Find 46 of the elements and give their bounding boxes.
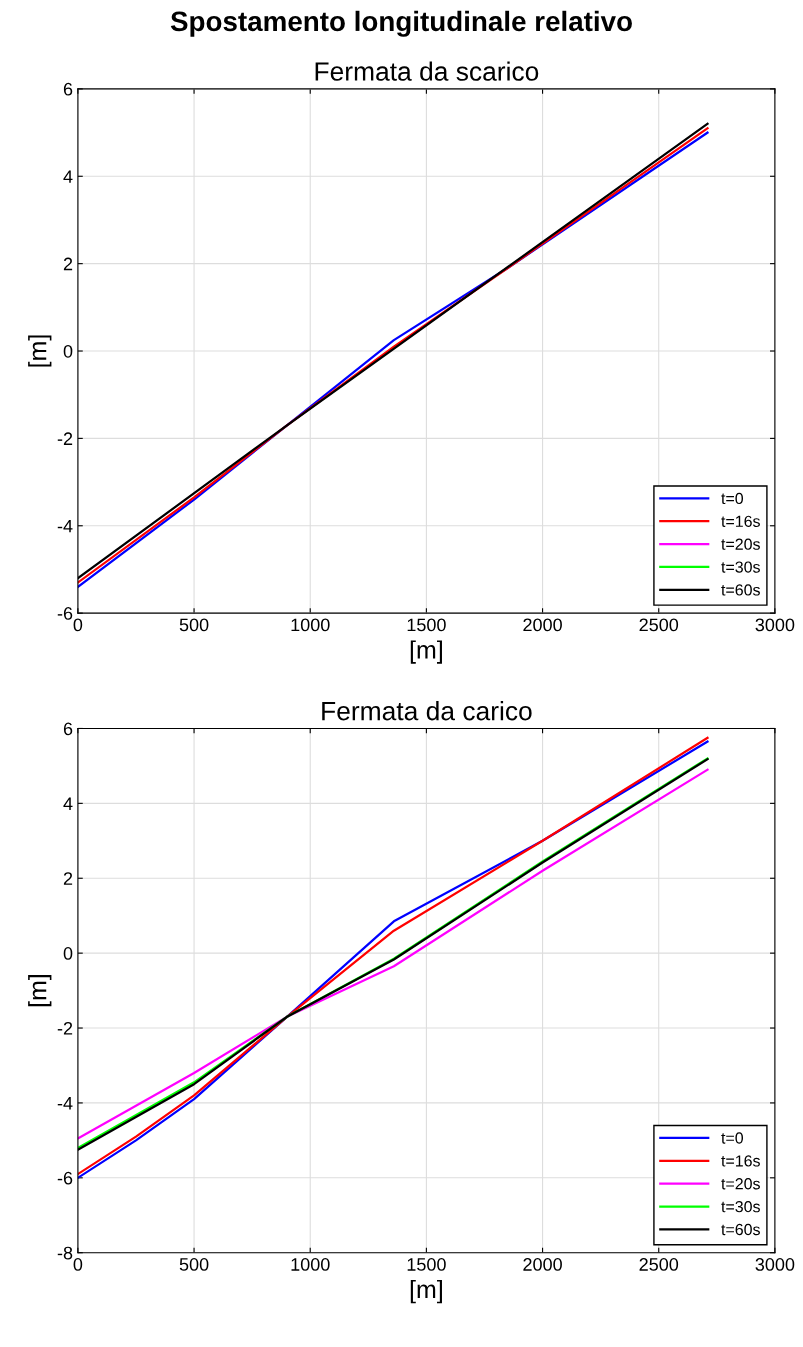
x-tick-label: 2500 [639, 618, 679, 632]
legend-label: t=20s [721, 538, 760, 550]
y-axis-title: [m] [28, 335, 52, 367]
y-tick-label: 4 [63, 797, 73, 810]
x-tick-label: 3000 [755, 618, 795, 632]
x-tick-label: 500 [179, 618, 209, 632]
x-axis-title: [m] [410, 640, 442, 664]
x-tick-label: 1000 [291, 618, 330, 632]
x-tick-label: 3000 [755, 1258, 795, 1271]
x-tick-label: 1500 [407, 1258, 446, 1271]
legend-label: t=16s [721, 1155, 760, 1167]
x-tick-label: 0 [73, 618, 83, 632]
y-tick-label: 2 [63, 872, 73, 885]
y-tick-label: 0 [63, 344, 73, 358]
y-tick-label: 6 [63, 722, 73, 736]
x-tick-label: 2000 [523, 1258, 562, 1271]
y-tick-label: 4 [63, 170, 73, 183]
y-axis-title: [m] [28, 975, 52, 1007]
chart-subtitle: Fermata da scarico [315, 61, 539, 81]
x-tick-label: 2500 [639, 1258, 679, 1271]
y-tick-label: -4 [57, 519, 73, 533]
x-axis-title: [m] [410, 1279, 442, 1304]
y-tick-label: 0 [63, 947, 73, 960]
y-tick-label: -4 [57, 1097, 73, 1110]
legend-label: t=0 [721, 492, 744, 505]
legend-label: t=0 [721, 1132, 744, 1144]
legend-label: t=20s [721, 1178, 760, 1190]
x-tick-label: 1000 [291, 1258, 330, 1271]
legend-label: t=30s [721, 561, 760, 573]
y-tick-label: 2 [63, 257, 73, 271]
legend-label: t=60s [721, 1223, 760, 1236]
y-tick-label: -6 [57, 1171, 73, 1185]
y-tick-label: -6 [57, 607, 73, 620]
legend-label: t=16s [721, 515, 760, 527]
chart-title: Spostamento longitudinale relativo [170, 10, 632, 37]
legend-label: t=30s [721, 1200, 760, 1213]
x-tick-label: 0 [73, 1258, 83, 1271]
x-tick-label: 2000 [523, 618, 562, 632]
y-tick-label: -2 [57, 432, 73, 445]
chart-subtitle: Fermata da carico [322, 701, 532, 721]
y-tick-label: 6 [63, 82, 73, 96]
y-tick-label: -2 [57, 1021, 73, 1035]
legend-label: t=60s [721, 584, 760, 596]
y-tick-label: -8 [57, 1246, 73, 1260]
x-tick-label: 1500 [407, 618, 446, 632]
x-tick-label: 500 [179, 1258, 209, 1271]
